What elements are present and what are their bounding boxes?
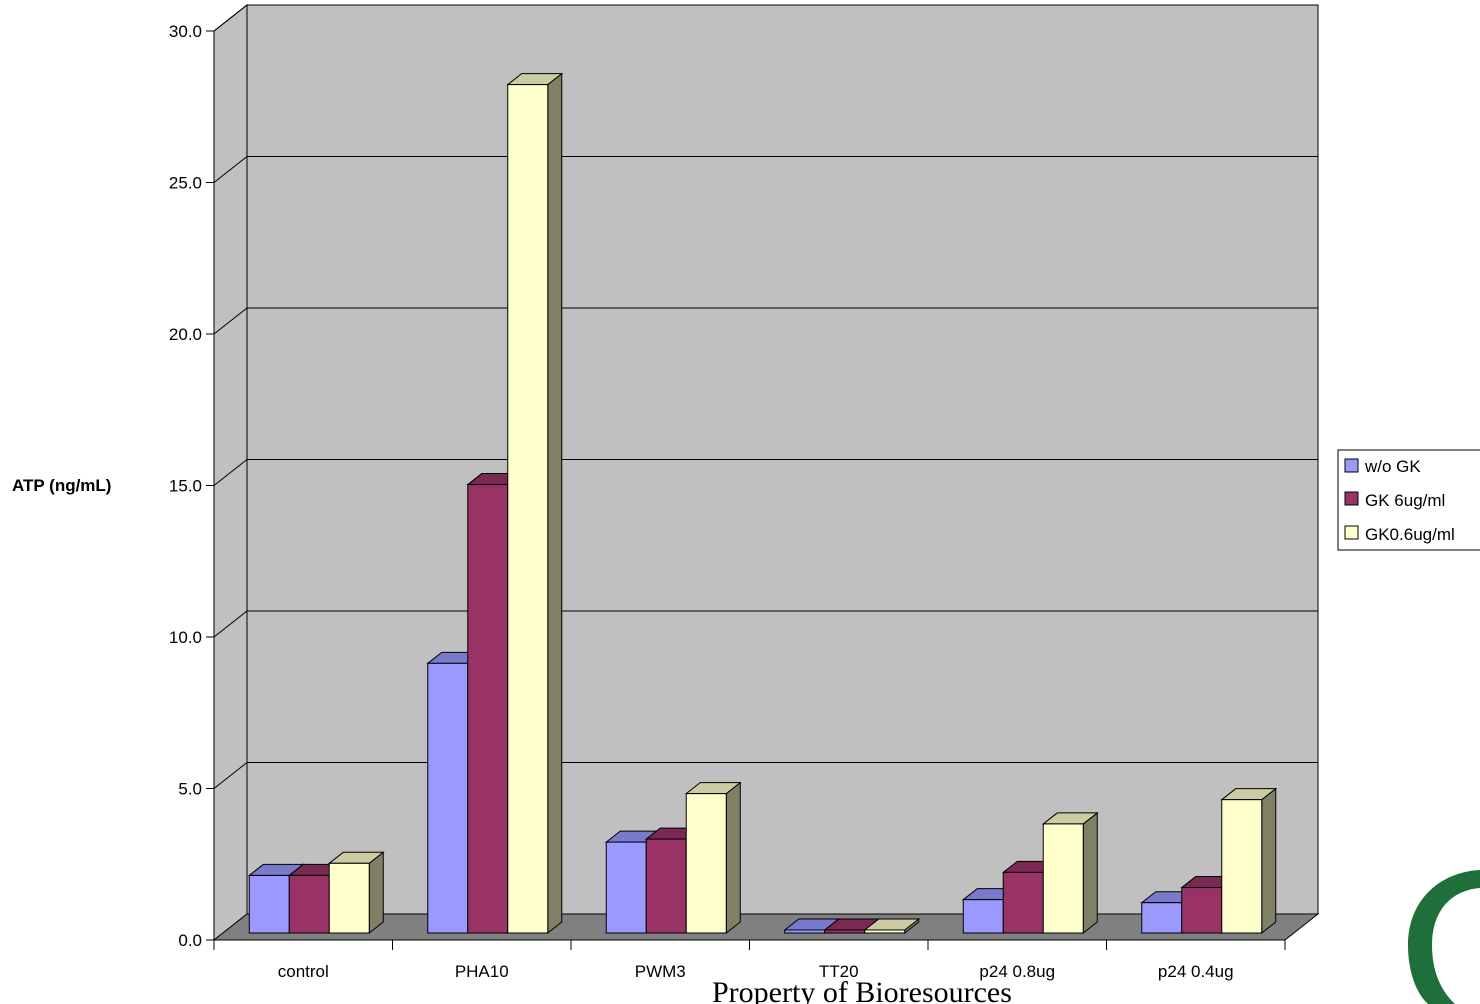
gridline [213,459,1318,486]
bar-front [507,84,549,934]
y-tick-labels: 0.0 5.0 10.0 15.0 20.0 25.0 30.0 [169,22,202,950]
legend-swatch-gk-6ug [1344,491,1359,506]
legend-box [1337,449,1480,551]
watermark-text: Property of Bioresources [712,976,1012,1004]
y-axis-label: ATP (ng/mL) [12,476,111,495]
legend: w/o GK GK 6ug/ml GK0.6ug/ml [1337,449,1480,551]
bar-front [645,838,687,934]
y-tick-label: 0.0 [178,931,202,950]
category-label: TT20 [819,962,859,981]
bar [684,781,742,935]
y-tick-label: 25.0 [169,174,202,193]
category-label: PHA10 [455,962,509,981]
y-tick-label: 30.0 [169,22,202,41]
bar [327,851,385,935]
bar-side [1082,811,1098,935]
bar-front [467,484,509,934]
category-label: p24 0.8ug [979,962,1055,981]
gridlines [213,4,1318,789]
bar-front [1221,799,1263,934]
category-labels: control PHA10 PWM3 TT20 p24 0.8ug p24 0.4ug [278,962,1234,981]
bar-front [1042,823,1084,934]
legend-swatch-gk-06ug [1344,525,1359,540]
y-tick-label: 20.0 [169,325,202,344]
category-label: PWM3 [635,962,686,981]
bar [1220,787,1278,935]
bar-side [368,851,384,935]
bar-front [288,874,330,934]
bar-front [784,929,826,934]
category-label: p24 0.4ug [1158,962,1234,981]
bar-front [962,899,1004,934]
x-axis-ticks [213,940,1286,950]
bar-side [1261,787,1277,935]
bar-front [248,874,290,934]
bar-front [1002,871,1044,934]
y-axis [206,30,215,941]
bioresources-logo [1408,870,1480,1004]
bar [506,72,564,935]
bar-side [547,72,563,935]
bar-front [328,862,370,934]
legend-label-gk-06ug: GK0.6ug/ml [1365,525,1455,544]
bar [863,917,921,935]
bar-front [824,929,866,934]
gridline [213,762,1318,789]
y-tick-label: 5.0 [178,780,202,799]
bars [247,72,1278,935]
bar-front [427,662,469,934]
bar-front [605,841,647,934]
bar-front [685,793,727,934]
bar-front [864,929,906,934]
legend-label-wo-gk: w/o GK [1364,457,1421,476]
bar [1041,811,1099,935]
bar-front [1181,887,1223,934]
gridline [213,610,1318,638]
bar-front [1141,902,1183,934]
gridline [213,4,1318,32]
gridline [213,307,1318,335]
bar-side [725,781,741,935]
legend-swatch-wo-gk [1344,458,1359,473]
gridline [213,156,1318,183]
legend-label-gk-6ug: GK 6ug/ml [1365,491,1445,510]
category-label: control [278,962,329,981]
y-tick-label: 15.0 [169,477,202,496]
y-tick-label: 10.0 [169,628,202,647]
